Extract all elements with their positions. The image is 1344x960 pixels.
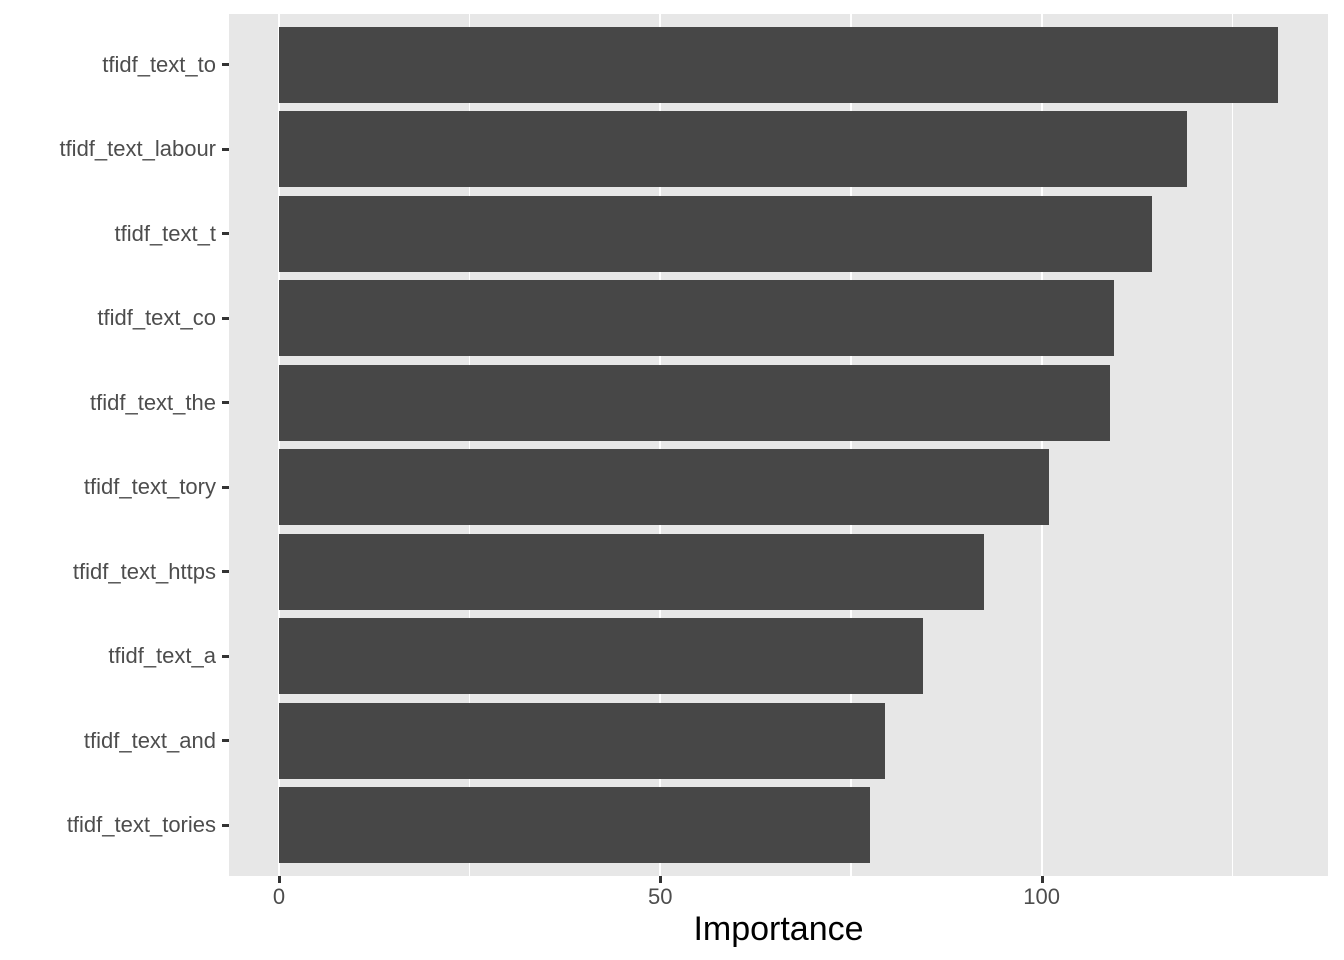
- bar: [278, 449, 1050, 526]
- grid-minor-line: [1231, 14, 1234, 876]
- y-tick-mark: [222, 823, 229, 827]
- y-tick-label: tfidf_text_co: [97, 305, 216, 331]
- y-tick-label: tfidf_text_and: [83, 727, 216, 753]
- y-tick-label: tfidf_text_tory: [83, 474, 216, 500]
- grid-major-line: [277, 14, 280, 876]
- bar: [278, 618, 924, 695]
- y-tick-label: tfidf_text_to: [102, 51, 216, 77]
- x-tick-label: 0: [272, 884, 286, 909]
- bar: [278, 280, 1115, 357]
- grid-major-line: [659, 14, 662, 876]
- x-tick-mark: [277, 876, 281, 883]
- plot-panel: [229, 14, 1328, 876]
- x-tick-label: 50: [648, 884, 673, 909]
- y-tick-label: tfidf_text_a: [108, 643, 216, 669]
- bar: [278, 702, 886, 779]
- bar: [278, 195, 1153, 272]
- y-tick-label: tfidf_text_the: [90, 389, 216, 415]
- x-tick-mark: [1040, 876, 1044, 883]
- grid-minor-line: [468, 14, 471, 876]
- x-tick-label: 100: [1023, 884, 1060, 909]
- y-tick-label: tfidf_text_t: [114, 220, 216, 246]
- y-tick-mark: [222, 147, 229, 151]
- y-tick-mark: [222, 401, 229, 405]
- bar: [278, 533, 985, 610]
- y-tick-mark: [222, 570, 229, 574]
- grid-minor-line: [850, 14, 852, 876]
- y-tick-label: tfidf_text_https: [72, 558, 216, 584]
- y-tick-mark: [222, 739, 229, 743]
- y-tick-mark: [222, 485, 229, 489]
- bar: [278, 111, 1187, 188]
- bar: [278, 26, 1279, 103]
- bar: [278, 364, 1111, 441]
- x-tick-mark: [659, 876, 663, 883]
- grid-major-line: [1040, 14, 1043, 876]
- x-axis-title: Importance: [693, 910, 864, 948]
- y-tick-label: tfidf_text_labour: [59, 136, 216, 162]
- bar: [278, 787, 871, 864]
- y-tick-mark: [222, 654, 229, 658]
- y-tick-label: tfidf_text_tories: [66, 812, 216, 838]
- y-tick-mark: [222, 232, 229, 236]
- y-tick-mark: [222, 63, 229, 67]
- y-tick-mark: [222, 316, 229, 320]
